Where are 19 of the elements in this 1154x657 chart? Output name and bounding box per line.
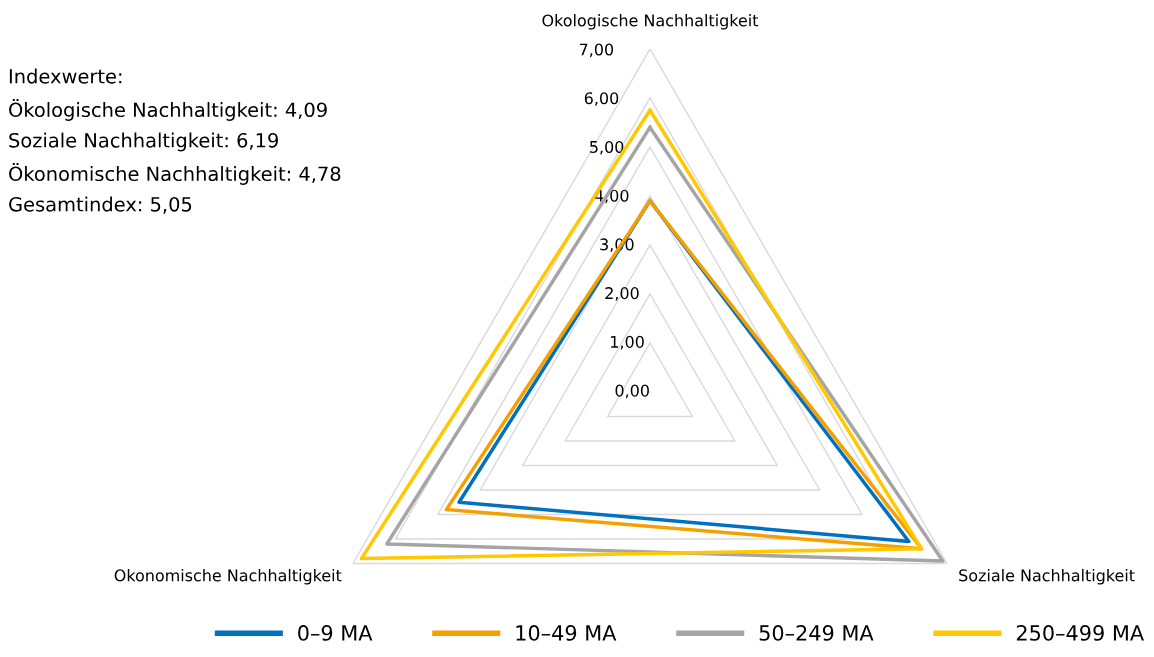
text: Ökologische Nachhaltigkeit: 4,09	[9, 99, 327, 121]
y-tick-label: 7,00	[579, 43, 614, 58]
legend-label: 50–249 MA	[759, 625, 874, 641]
y-tick-label: 0,00	[615, 384, 649, 399]
y-tick-label: 4,00	[594, 189, 629, 204]
legend-label: 0–9 MA	[298, 625, 373, 641]
text: Soziale Nachhaltigkeit: 6,19	[9, 132, 278, 152]
y-tick-label: 6,00	[584, 92, 619, 106]
spoke-label: Okologische Nachhaltigkeit	[542, 14, 759, 30]
text: Indexwerte:	[9, 68, 122, 84]
text: Gesamtindex: 5,05	[9, 196, 192, 214]
spoke-label: Okonomische Nachhaltigkeit	[114, 569, 342, 585]
text: Ökonomische Nachhaltigkeit: 4,78	[9, 163, 341, 185]
legend-label: 10–49 MA	[516, 625, 617, 641]
y-tick-label: 5,00	[590, 140, 624, 155]
y-tick-label: 1,00	[611, 335, 644, 350]
y-tick-label: 2,00	[605, 287, 639, 301]
spoke-label: Soziale Nachhaltigkeit	[959, 569, 1135, 585]
legend-label: 250–499 MA	[1016, 625, 1144, 641]
